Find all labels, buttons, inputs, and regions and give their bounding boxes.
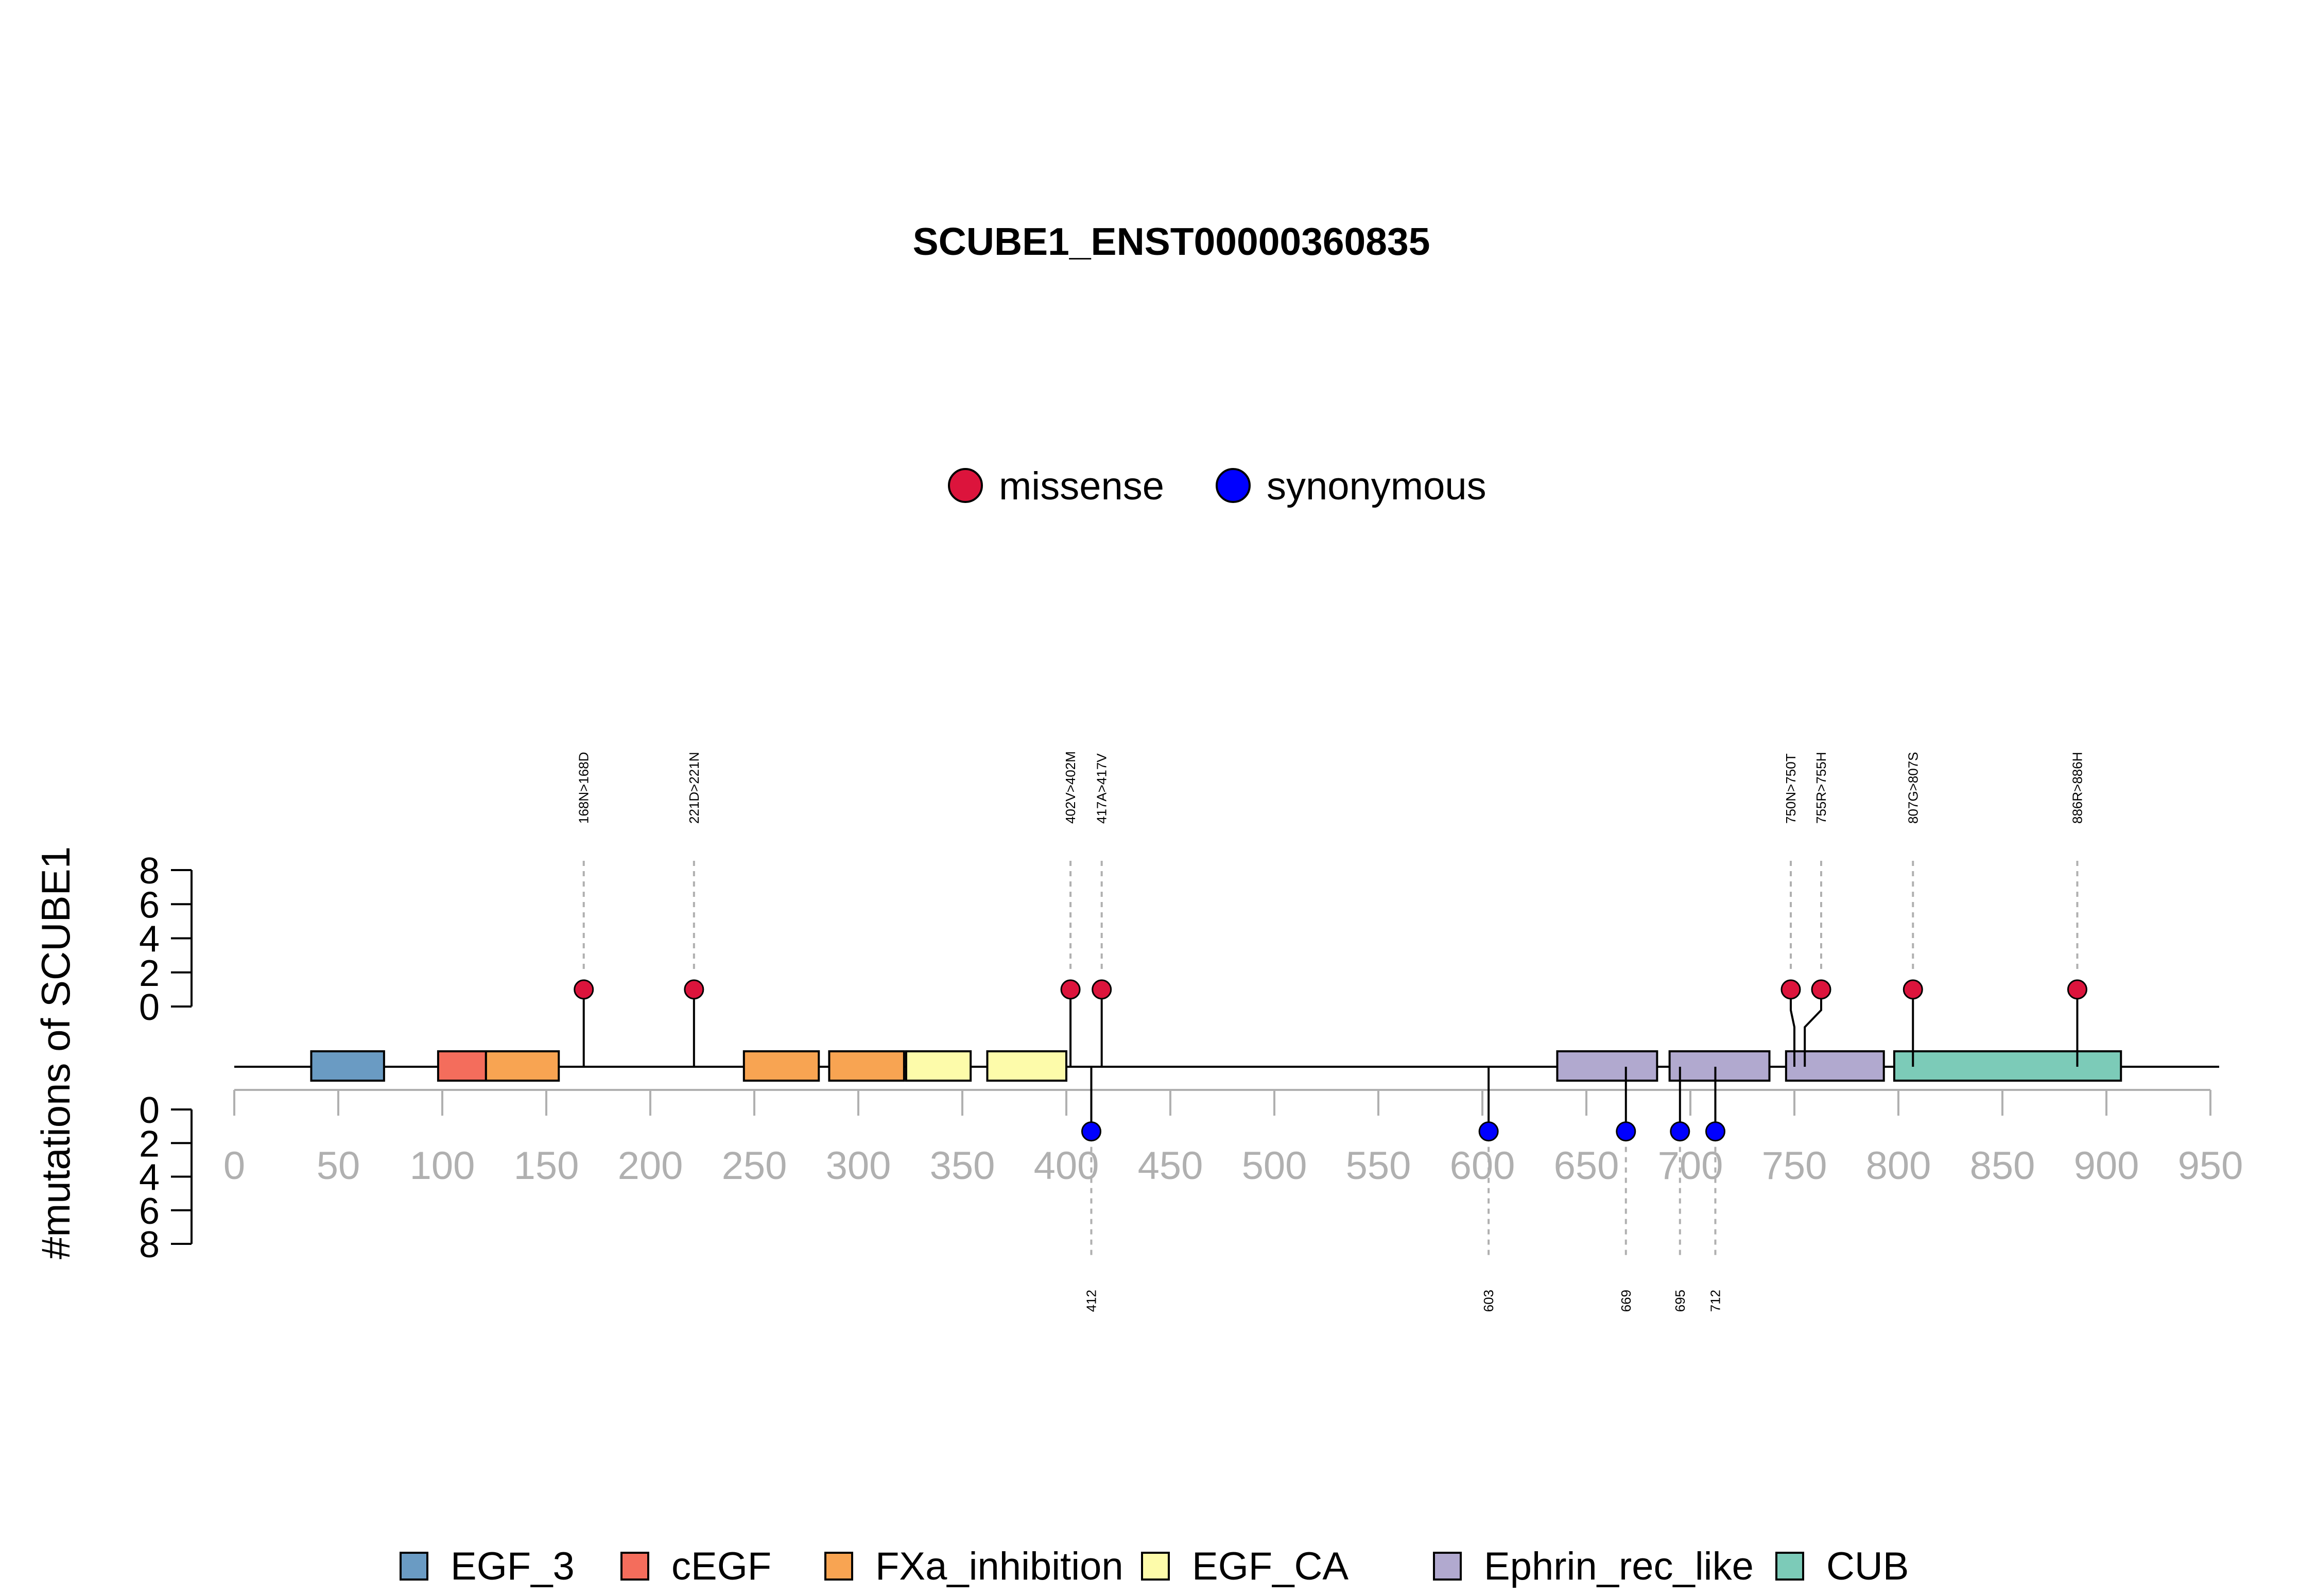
y-tick-label-top: 8 <box>139 851 160 892</box>
mutation-label: 750N>750T <box>1783 753 1799 824</box>
y-tick-label-top: 0 <box>139 987 160 1028</box>
mutation-head-missense <box>1903 979 1923 1000</box>
mutation-head-missense <box>1092 979 1112 1000</box>
x-tick-label: 300 <box>826 1144 891 1188</box>
y-tick-label-bottom: 8 <box>139 1224 160 1265</box>
legend-swatch-EGF_CA <box>1141 1552 1170 1581</box>
x-tick-label: 50 <box>317 1144 360 1188</box>
domain-EGF_3 <box>310 1050 385 1082</box>
legend-swatch-synonymous <box>1216 468 1251 503</box>
mutation-label: 755R>755H <box>1813 752 1829 824</box>
legend-swatch-FXa_inhibition <box>824 1552 853 1581</box>
y-axis-label: #mutations of SCUBE1 <box>33 846 78 1259</box>
y-tick-label-bottom: 4 <box>139 1157 160 1199</box>
legend-swatch-Ephrin_rec_like <box>1433 1552 1462 1581</box>
mutation-label: 886R>886H <box>2069 752 2085 824</box>
legend-swatch-CUB <box>1775 1552 1804 1581</box>
mutation-head-missense <box>2067 979 2087 1000</box>
mutation-head-missense <box>574 979 594 1000</box>
domain-EGF_CA <box>905 1050 972 1082</box>
x-tick-label: 150 <box>514 1144 579 1188</box>
domain-Ephrin_rec_like <box>1668 1050 1771 1082</box>
domain-FXa_inhibition <box>742 1050 820 1082</box>
x-tick-label: 450 <box>1138 1144 1203 1188</box>
domain-FXa_inhibition <box>828 1050 905 1082</box>
domain-Ephrin_rec_like <box>1556 1050 1658 1082</box>
legend-swatch-cEGF <box>620 1552 649 1581</box>
x-tick-label: 600 <box>1450 1144 1515 1188</box>
mutation-head-synonymous <box>1616 1121 1636 1142</box>
mutation-label: 695 <box>1672 1290 1688 1312</box>
mutation-label: 669 <box>1618 1290 1634 1312</box>
mutation-head-missense <box>1060 979 1081 1000</box>
x-tick-label: 0 <box>223 1144 245 1188</box>
mutation-legend: missense synonymous <box>948 464 1486 508</box>
mutation-head-synonymous <box>1081 1121 1101 1142</box>
mutation-head-synonymous <box>1670 1121 1690 1142</box>
mutation-label: 417A>417V <box>1094 753 1110 824</box>
x-tick-label: 800 <box>1866 1144 1931 1188</box>
legend-label-synonymous: synonymous <box>1267 464 1486 508</box>
x-axis: 0 50 100 150 200 250 300 350 400 450 500 550 600 650 7… <box>223 1089 2243 1188</box>
legend-swatch-missense <box>948 468 983 503</box>
x-tick-label: 750 <box>1762 1144 1827 1188</box>
domain-FXa_inhibition <box>485 1050 560 1082</box>
mutation-label: 168N>168D <box>576 752 592 824</box>
domain-CUB <box>1893 1050 2122 1082</box>
legend-label-CUB: CUB <box>1826 1545 1909 1588</box>
x-tick-label: 100 <box>410 1144 475 1188</box>
y-tick-label-bottom: 0 <box>139 1090 160 1131</box>
mutation-track: 168N>168D 221D>221N 402V>402M 417A>417V 750N… <box>574 751 2087 1312</box>
y-tick-label-top: 4 <box>139 919 160 960</box>
y-tick-label-top: 2 <box>139 953 160 994</box>
y-tick-label-bottom: 2 <box>139 1123 160 1165</box>
domain-cEGF <box>437 1050 487 1082</box>
mutation-label: 402V>402M <box>1063 751 1078 824</box>
y-tick-label-bottom: 6 <box>139 1191 160 1232</box>
mutation-stem <box>1804 989 1822 1067</box>
x-tick-label: 900 <box>2074 1144 2139 1188</box>
legend-label-EGF_3: EGF_3 <box>451 1545 575 1588</box>
legend-label-Ephrin_rec_like: Ephrin_rec_like <box>1484 1545 1754 1588</box>
domain-EGF_CA <box>986 1050 1067 1082</box>
mutation-label: 603 <box>1481 1290 1496 1312</box>
mutation-label: 412 <box>1083 1290 1099 1312</box>
mutation-label: 221D>221N <box>686 752 702 824</box>
x-tick-label: 850 <box>1970 1144 2035 1188</box>
mutation-stem <box>1790 989 1795 1067</box>
x-tick-label: 250 <box>722 1144 787 1188</box>
x-tick-label: 200 <box>618 1144 683 1188</box>
legend-label-cEGF: cEGF <box>671 1545 771 1588</box>
x-tick-label: 400 <box>1034 1144 1099 1188</box>
mutation-head-synonymous <box>1478 1121 1499 1142</box>
y-tick-label-top: 6 <box>139 884 160 926</box>
x-tick-label: 550 <box>1346 1144 1411 1188</box>
mutation-head-synonymous <box>1705 1121 1725 1142</box>
legend-label-FXa_inhibition: FXa_inhibition <box>875 1545 1123 1588</box>
mutation-head-missense <box>1811 979 1831 1000</box>
mutation-label: 712 <box>1707 1290 1723 1312</box>
x-tick-label: 950 <box>2178 1144 2243 1188</box>
x-tick-label: 350 <box>930 1144 995 1188</box>
domain-Ephrin_rec_like <box>1785 1050 1885 1082</box>
mutation-head-missense <box>684 979 704 1000</box>
mutation-label: 807G>807S <box>1905 752 1921 824</box>
domain-track <box>310 1050 2122 1082</box>
domain-legend: EGF_3 cEGF FXa_inhibition EGF_CA Ephrin_rec_… <box>400 1545 1909 1588</box>
x-tick-label: 700 <box>1658 1144 1723 1188</box>
mutation-head-missense <box>1780 979 1801 1000</box>
legend-label-EGF_CA: EGF_CA <box>1192 1545 1348 1588</box>
chart-title: SCUBE1_ENST00000360835 <box>913 220 1430 263</box>
legend-swatch-EGF_3 <box>400 1552 428 1581</box>
x-tick-label: 650 <box>1554 1144 1619 1188</box>
legend-label-missense: missense <box>999 464 1164 508</box>
x-tick-label: 500 <box>1242 1144 1307 1188</box>
